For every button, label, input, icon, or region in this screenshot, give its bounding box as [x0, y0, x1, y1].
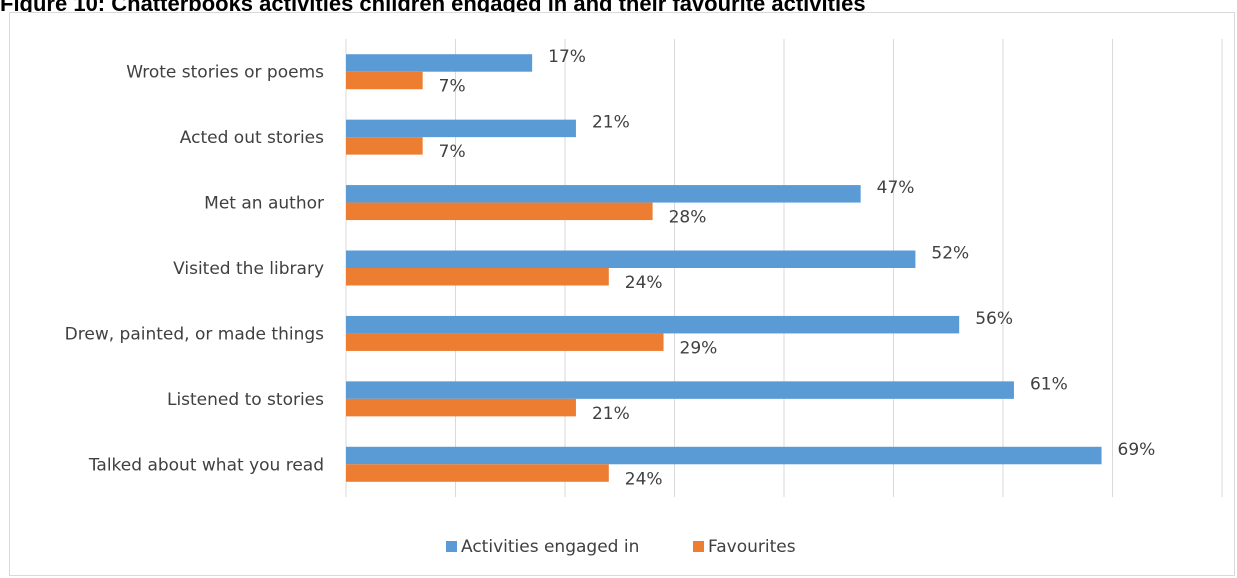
data-label: 29% — [680, 338, 718, 358]
activities-bar — [346, 315, 960, 334]
category-label: Visited the library — [173, 259, 324, 279]
data-label: 21% — [592, 404, 630, 424]
data-label: 47% — [877, 178, 915, 198]
data-label: 52% — [931, 244, 969, 264]
legend-label: Favourites — [708, 537, 796, 557]
category-label: Acted out stories — [180, 128, 324, 148]
data-label: 7% — [439, 77, 466, 97]
activities-bar — [346, 54, 533, 72]
data-label: 24% — [625, 469, 663, 489]
category-label: Listened to stories — [167, 390, 324, 410]
data-label: 21% — [592, 113, 630, 133]
data-label: 28% — [669, 208, 707, 228]
favourites-bar — [346, 202, 653, 221]
activities-bar — [346, 381, 1014, 399]
data-label: 17% — [548, 47, 586, 67]
chart-area — [9, 12, 1235, 576]
category-label: Met an author — [204, 194, 324, 214]
legend-label: Activities engaged in — [461, 537, 639, 557]
activities-bar — [346, 185, 861, 203]
activities-bar — [346, 446, 1102, 465]
favourites-bar — [346, 398, 576, 417]
data-label: 56% — [975, 309, 1013, 329]
data-label: 69% — [1118, 440, 1156, 460]
legend-swatch-favourites — [693, 541, 704, 552]
category-label: Talked about what you read — [88, 455, 324, 475]
data-label: 61% — [1030, 374, 1068, 394]
favourites-bar — [346, 71, 423, 90]
category-label: Drew, painted, or made things — [65, 324, 324, 344]
category-label: Wrote stories or poems — [126, 63, 324, 83]
activities-bar — [346, 119, 576, 138]
data-label: 7% — [439, 142, 466, 162]
favourites-bar — [346, 333, 664, 351]
activities-bar — [346, 250, 916, 268]
favourites-bar — [346, 464, 609, 482]
favourites-bar — [346, 137, 423, 155]
favourites-bar — [346, 268, 609, 286]
legend-swatch-activities — [446, 541, 457, 552]
data-label: 24% — [625, 273, 663, 293]
